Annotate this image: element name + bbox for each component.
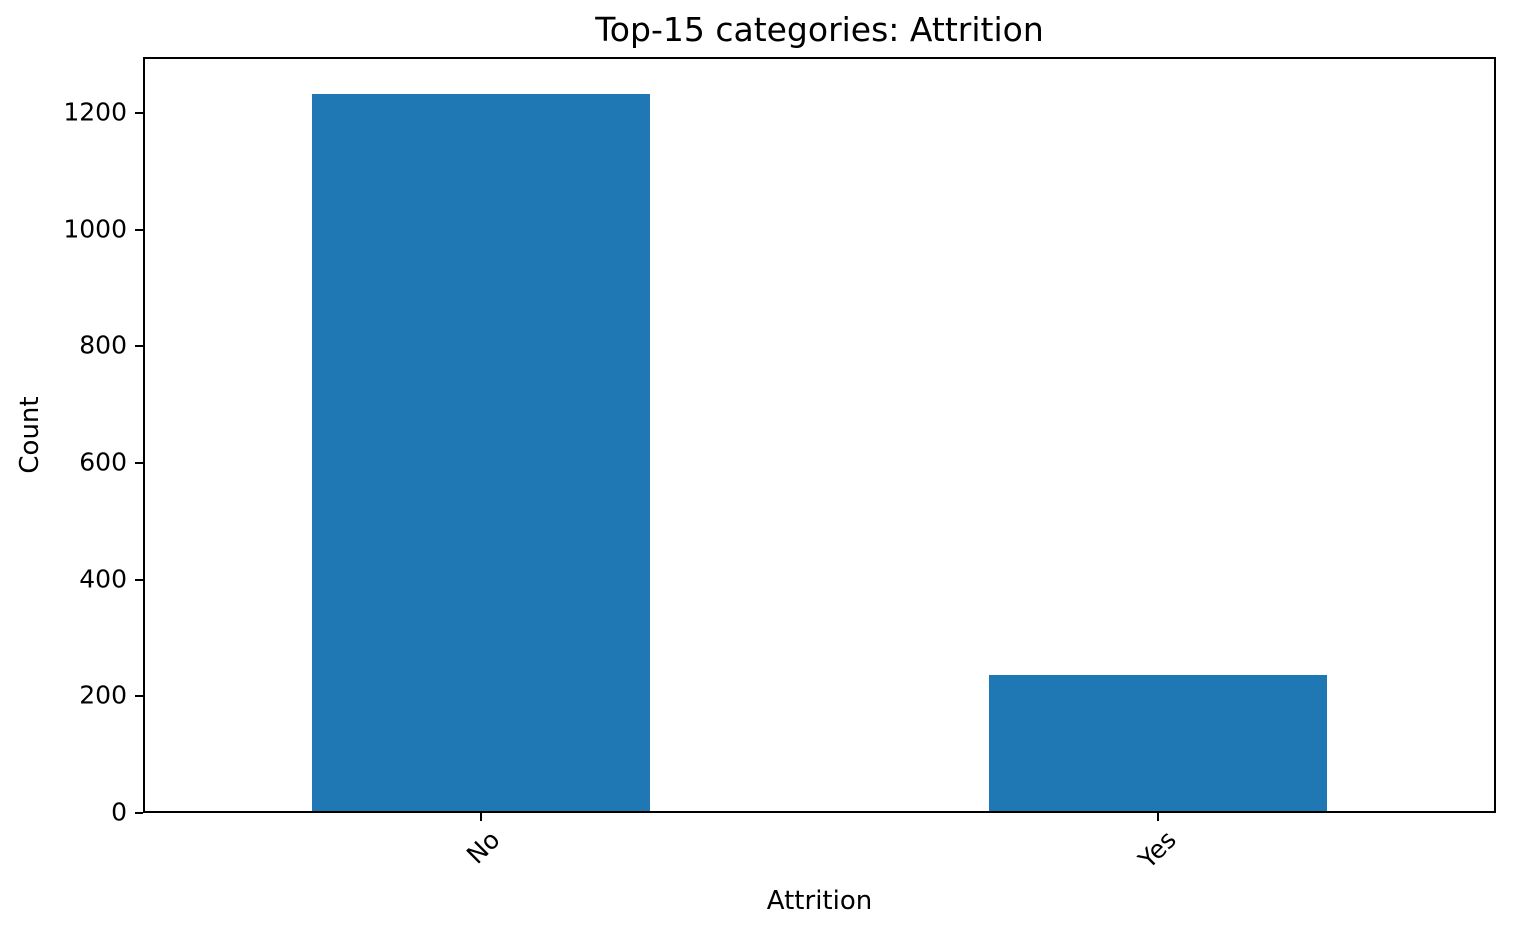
bar-yes bbox=[988, 674, 1327, 813]
y-tick-mark bbox=[135, 695, 143, 698]
y-axis-label: Count bbox=[15, 396, 45, 474]
y-tick-label: 400 bbox=[79, 563, 127, 593]
y-tick-label: 600 bbox=[79, 447, 127, 477]
y-tick-label: 1200 bbox=[63, 97, 127, 127]
y-tick-label: 200 bbox=[79, 680, 127, 710]
y-tick-label: 800 bbox=[79, 330, 127, 360]
y-tick-mark bbox=[135, 462, 143, 464]
plot-area bbox=[143, 57, 1496, 813]
y-tick-mark bbox=[135, 812, 143, 814]
x-tick-mark bbox=[480, 813, 483, 821]
x-tick-mark bbox=[1156, 813, 1159, 821]
y-tick-mark bbox=[135, 112, 143, 114]
y-tick-label: 1000 bbox=[63, 213, 127, 243]
chart-title: Top-15 categories: Attrition bbox=[595, 10, 1044, 49]
y-tick-mark bbox=[135, 228, 143, 231]
x-tick-label-no: No bbox=[461, 825, 506, 870]
y-tick-mark bbox=[135, 578, 143, 581]
x-axis-label: Attrition bbox=[766, 886, 873, 916]
x-tick-label-yes: Yes bbox=[1133, 825, 1183, 875]
y-tick-label: 0 bbox=[111, 797, 127, 827]
y-tick-mark bbox=[135, 345, 143, 348]
bar-no bbox=[312, 93, 651, 813]
